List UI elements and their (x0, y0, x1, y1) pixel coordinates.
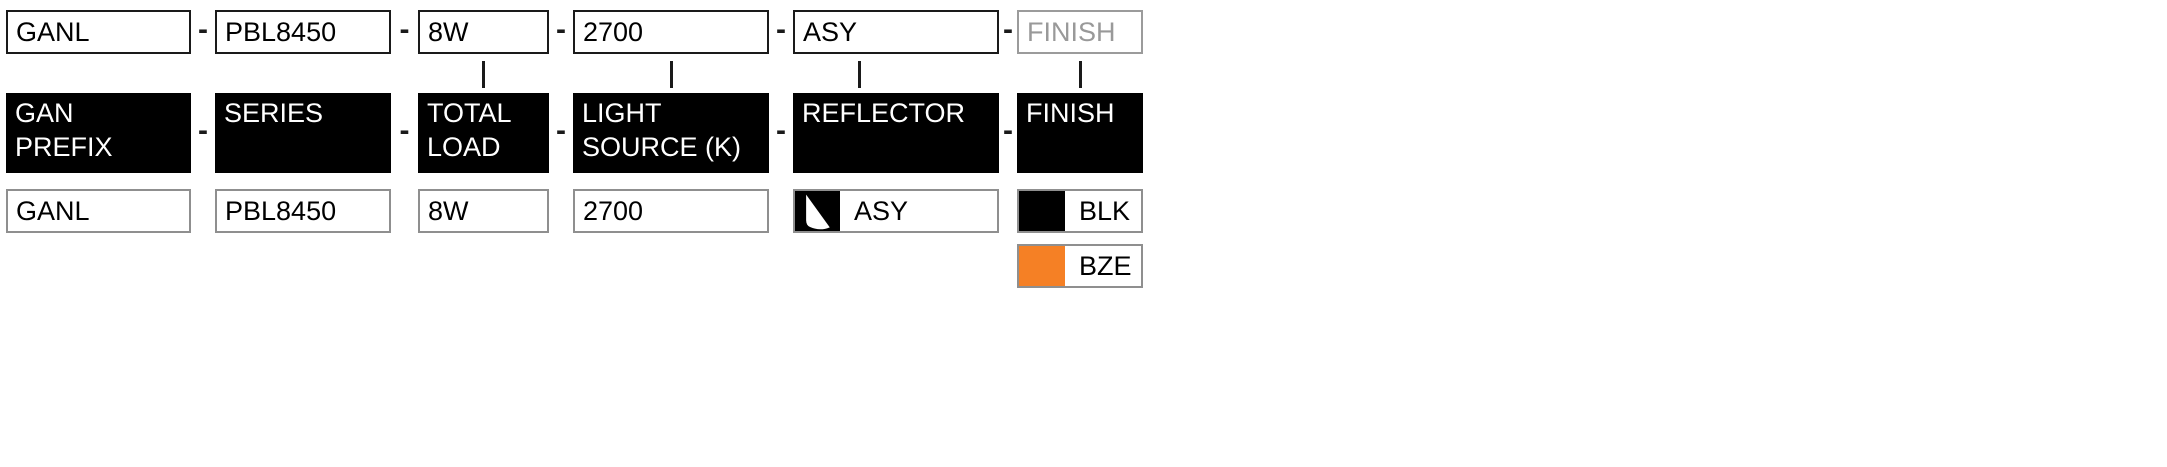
series-header: SERIES (215, 93, 391, 173)
separator-dash: - (198, 114, 208, 147)
option-label: GANL (16, 195, 90, 226)
separator-dash: - (399, 114, 410, 147)
gan-prefix-header: GAN PREFIX (6, 93, 191, 173)
option-label: 2700 (583, 195, 644, 226)
total-load-input[interactable]: 8W (418, 10, 549, 54)
separator-dash: - (556, 114, 566, 147)
black-color-swatch (1019, 191, 1065, 231)
option-ganl[interactable]: GANL (6, 189, 191, 233)
separator-dash: - (198, 13, 208, 46)
bronze-color-swatch (1019, 246, 1065, 286)
finish-input[interactable]: FINISH (1017, 10, 1143, 54)
series-input[interactable]: PBL8450 (215, 10, 391, 54)
option-label: ASY (854, 195, 909, 226)
separator-dash: - (776, 13, 786, 46)
reflector-header: REFLECTOR (793, 93, 999, 173)
option-label: PBL8450 (225, 195, 337, 226)
separator-dash: - (1003, 13, 1013, 46)
light-source-input[interactable]: 2700 (573, 10, 769, 54)
option-label: BZE (1079, 250, 1132, 281)
light-source-header: LIGHT SOURCE (K) (573, 93, 769, 173)
connector-line (482, 61, 485, 88)
separator-dash: - (556, 13, 566, 46)
option-2700[interactable]: 2700 (573, 189, 769, 233)
asymmetric-reflector-icon (795, 191, 840, 231)
option-label: 8W (428, 195, 469, 226)
option-bze[interactable]: BZE (1017, 244, 1143, 288)
separator-dash: - (399, 13, 410, 46)
gan-prefix-input[interactable]: GANL (6, 10, 191, 54)
option-label: BLK (1079, 195, 1131, 226)
reflector-input[interactable]: ASY (793, 10, 999, 54)
option-asy[interactable]: ASY (793, 189, 999, 233)
finish-header: FINISH (1017, 93, 1143, 173)
separator-dash: - (776, 114, 786, 147)
option-blk[interactable]: BLK (1017, 189, 1143, 233)
separator-dash: - (1003, 114, 1013, 147)
connector-line (669, 61, 673, 88)
option-pbl8450[interactable]: PBL8450 (215, 189, 391, 233)
connector-line (1078, 61, 1082, 88)
ordering-matrix: GANL - PBL8450 - 8W - 2700 - ASY - FINIS… (6, 10, 1143, 288)
connector-line (857, 61, 861, 88)
total-load-header: TOTAL LOAD (418, 93, 549, 173)
option-8w[interactable]: 8W (418, 189, 549, 233)
